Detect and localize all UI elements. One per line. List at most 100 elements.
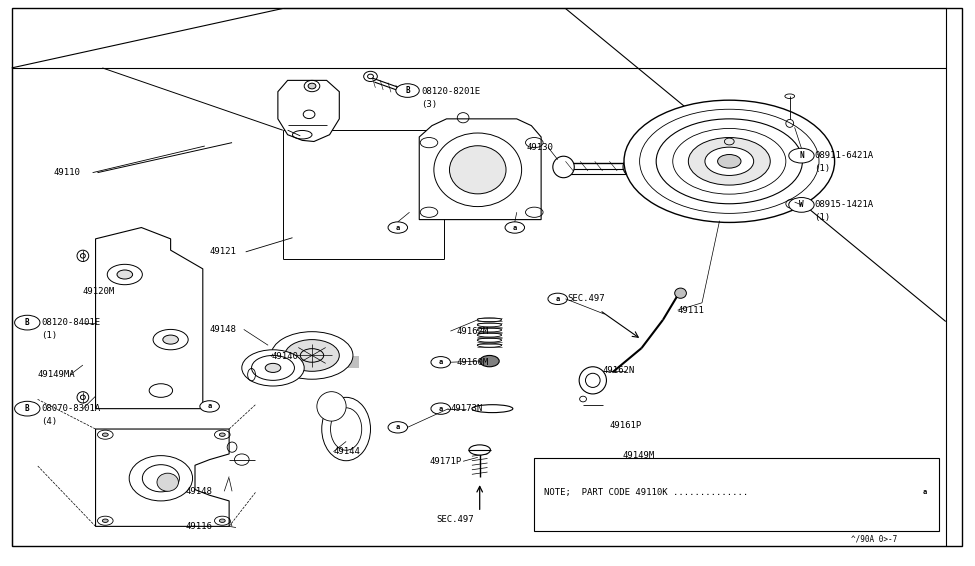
Ellipse shape bbox=[553, 156, 574, 178]
Circle shape bbox=[242, 350, 304, 386]
Circle shape bbox=[219, 433, 225, 436]
Text: 49110: 49110 bbox=[54, 168, 81, 177]
Circle shape bbox=[219, 519, 225, 522]
Text: ^/90A 0>-7: ^/90A 0>-7 bbox=[851, 534, 897, 543]
Ellipse shape bbox=[623, 158, 641, 176]
Polygon shape bbox=[333, 362, 345, 368]
Circle shape bbox=[163, 335, 178, 344]
Circle shape bbox=[388, 422, 408, 433]
Ellipse shape bbox=[469, 445, 490, 455]
Polygon shape bbox=[333, 356, 345, 363]
Text: 49116: 49116 bbox=[185, 522, 213, 531]
Text: (1): (1) bbox=[814, 164, 831, 173]
Text: 49173N: 49173N bbox=[450, 404, 483, 413]
Circle shape bbox=[705, 147, 754, 175]
Text: 49160M: 49160M bbox=[456, 358, 488, 367]
Text: 49111: 49111 bbox=[678, 306, 705, 315]
Ellipse shape bbox=[478, 333, 502, 337]
Text: 49171P: 49171P bbox=[429, 457, 461, 466]
Ellipse shape bbox=[308, 83, 316, 89]
Text: 49130: 49130 bbox=[526, 143, 554, 152]
Text: a: a bbox=[208, 404, 212, 409]
Ellipse shape bbox=[478, 323, 502, 327]
Circle shape bbox=[431, 357, 450, 368]
Text: NOTE;  PART CODE 49110K ..............: NOTE; PART CODE 49110K .............. bbox=[544, 488, 748, 497]
Polygon shape bbox=[96, 228, 203, 409]
Ellipse shape bbox=[322, 397, 370, 461]
Polygon shape bbox=[347, 356, 359, 363]
Circle shape bbox=[480, 355, 499, 367]
Circle shape bbox=[624, 100, 835, 222]
FancyBboxPatch shape bbox=[12, 8, 962, 546]
Circle shape bbox=[117, 270, 133, 279]
Circle shape bbox=[265, 363, 281, 372]
Text: a: a bbox=[556, 296, 560, 302]
Circle shape bbox=[505, 222, 525, 233]
Ellipse shape bbox=[449, 145, 506, 194]
Ellipse shape bbox=[478, 318, 502, 321]
Text: a: a bbox=[922, 490, 926, 495]
Text: (1): (1) bbox=[814, 213, 831, 222]
Text: B: B bbox=[25, 404, 29, 413]
Circle shape bbox=[789, 148, 814, 163]
Circle shape bbox=[388, 222, 408, 233]
Text: 49149MA: 49149MA bbox=[37, 370, 75, 379]
Text: 08911-6421A: 08911-6421A bbox=[814, 151, 874, 160]
Circle shape bbox=[285, 340, 339, 371]
Circle shape bbox=[102, 519, 108, 522]
Text: a: a bbox=[439, 359, 443, 365]
Circle shape bbox=[102, 433, 108, 436]
Circle shape bbox=[271, 332, 353, 379]
Circle shape bbox=[640, 109, 819, 213]
Circle shape bbox=[200, 401, 219, 412]
Text: 08120-8401E: 08120-8401E bbox=[41, 318, 100, 327]
Text: 08120-8201E: 08120-8201E bbox=[421, 87, 481, 96]
Polygon shape bbox=[419, 119, 541, 220]
Text: 49120M: 49120M bbox=[83, 287, 115, 296]
Ellipse shape bbox=[472, 405, 513, 413]
Text: SEC.497: SEC.497 bbox=[437, 515, 475, 524]
Ellipse shape bbox=[157, 473, 178, 491]
Circle shape bbox=[789, 198, 814, 212]
Text: 49161P: 49161P bbox=[609, 421, 642, 430]
Circle shape bbox=[912, 485, 937, 500]
Circle shape bbox=[396, 84, 419, 97]
Polygon shape bbox=[347, 362, 359, 368]
Circle shape bbox=[431, 403, 450, 414]
Circle shape bbox=[688, 138, 770, 185]
Polygon shape bbox=[278, 80, 339, 142]
Text: 49144: 49144 bbox=[333, 447, 361, 456]
FancyBboxPatch shape bbox=[534, 458, 939, 531]
Ellipse shape bbox=[478, 338, 502, 342]
Ellipse shape bbox=[478, 328, 502, 332]
Polygon shape bbox=[340, 350, 352, 357]
Circle shape bbox=[15, 315, 40, 330]
Text: 08070-8301A: 08070-8301A bbox=[41, 404, 100, 413]
Text: a: a bbox=[513, 225, 517, 230]
Text: 49148: 49148 bbox=[185, 487, 213, 496]
Text: SEC.497: SEC.497 bbox=[567, 294, 605, 303]
Text: 49121: 49121 bbox=[210, 247, 237, 256]
Text: 49162M: 49162M bbox=[456, 327, 488, 336]
Text: B: B bbox=[406, 86, 409, 95]
Ellipse shape bbox=[579, 367, 606, 394]
Text: B: B bbox=[25, 318, 29, 327]
Circle shape bbox=[718, 155, 741, 168]
Text: N: N bbox=[800, 151, 803, 160]
Text: a: a bbox=[396, 225, 400, 230]
Text: 49140: 49140 bbox=[271, 352, 298, 361]
Polygon shape bbox=[96, 429, 229, 526]
Ellipse shape bbox=[317, 392, 346, 421]
Text: 49162N: 49162N bbox=[603, 366, 635, 375]
Text: 49148: 49148 bbox=[210, 325, 237, 334]
Text: a: a bbox=[439, 406, 443, 411]
Text: (3): (3) bbox=[421, 100, 438, 109]
Text: 49149M: 49149M bbox=[622, 451, 654, 460]
Text: 08915-1421A: 08915-1421A bbox=[814, 200, 874, 209]
Text: W: W bbox=[800, 200, 803, 209]
Circle shape bbox=[15, 401, 40, 416]
Ellipse shape bbox=[478, 343, 502, 347]
Text: (1): (1) bbox=[41, 331, 58, 340]
Text: (4): (4) bbox=[41, 417, 58, 426]
Ellipse shape bbox=[675, 288, 686, 298]
